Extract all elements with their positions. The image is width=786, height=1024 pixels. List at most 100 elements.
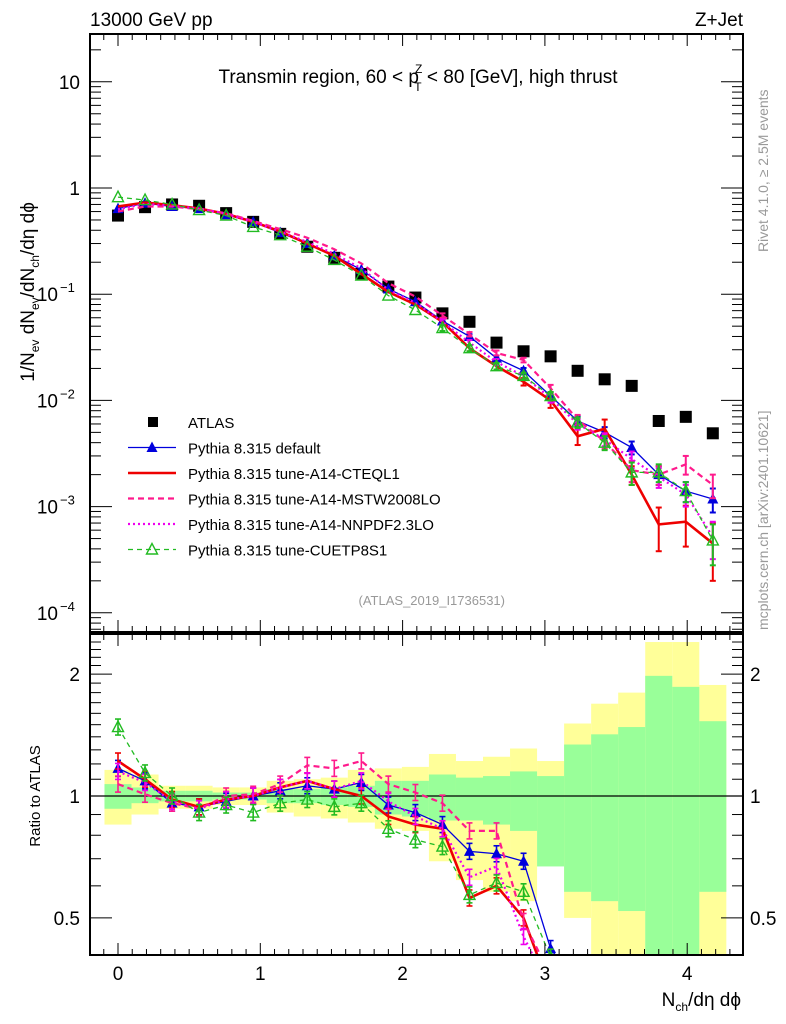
- data-point-atlas: [598, 373, 611, 386]
- data-point-atlas: [463, 315, 476, 328]
- x-axis-title: Nch/dη dϕ: [662, 990, 741, 1014]
- y-tick-exponent: −4: [60, 599, 75, 614]
- band-inner-bin: [510, 771, 538, 831]
- data-point-pythia-8-315-tune-cuetp8s1: [489, 358, 504, 372]
- data-point-pythia-8-315-tune-cuetp8s1: [435, 320, 450, 334]
- ratio-point-pythia-8-315-tune-cuetp8s1: [489, 875, 504, 889]
- ratio-point-pythia-8-315-tune-cuetp8s1: [354, 795, 368, 809]
- legend-item-pythia-8-315-default: Pythia 8.315 default: [128, 441, 321, 458]
- ratio-point-pythia-8-315-tune-cuetp8s1: [408, 832, 423, 845]
- ratio-point-pythia-8-315-tune-cuetp8s1: [138, 765, 152, 779]
- band-inner-bin: [618, 727, 646, 912]
- legend-item-pythia-8-315-tune-a14-mstw2008lo: Pythia 8.315 tune-A14-MSTW2008LO: [128, 492, 441, 509]
- title-right: Z+Jet: [695, 10, 744, 31]
- data-point-pythia-8-315-tune-cuetp8s1: [327, 252, 341, 266]
- data-point-pythia-8-315-tune-cuetp8s1: [516, 368, 531, 382]
- legend-label: Pythia 8.315 tune-A14-MSTW2008LO: [188, 492, 441, 509]
- series-line-pythia-8-315-tune-a14-nnpdf2-3lo: [117, 202, 714, 538]
- ratio-point-pythia-8-315-tune-cuetp8s1: [381, 821, 396, 834]
- legend-label: Pythia 8.315 tune-A14-CTEQL1: [188, 466, 400, 483]
- ratio-point-pythia-8-315-default: [518, 855, 530, 866]
- ratio-point-pythia-8-315-tune-cuetp8s1: [572, 985, 583, 996]
- ratio-point-pythia-8-315-default: [491, 847, 503, 859]
- ratio-point-pythia-8-315-default: [463, 845, 475, 856]
- ratio-point-pythia-8-315-tune-cuetp8s1: [273, 795, 287, 809]
- data-point-pythia-8-315-tune-cuetp8s1: [625, 464, 639, 478]
- legend-label: Pythia 8.315 tune-A14-NNPDF2.3LO: [188, 517, 434, 534]
- plot-annotation: Transmin region, 60 < pZ T < 80 [GeV], hi…: [218, 62, 618, 94]
- x-tick-label: 0: [113, 964, 124, 985]
- ratio-point-pythia-8-315-tune-cuetp8s1: [516, 884, 531, 898]
- ratio-y-tick-label-left: 1: [69, 787, 80, 808]
- data-point-atlas: [490, 336, 503, 349]
- band-inner-bin: [482, 776, 511, 825]
- ratio-y-tick-label-left: 0.5: [54, 909, 80, 930]
- y-tick-label: 10: [37, 498, 58, 519]
- ratio-y-tick-label-left: 2: [69, 665, 80, 686]
- series-line-pythia-8-315-tune-a14-mstw2008lo: [117, 205, 714, 486]
- data-point-pythia-8-315-tune-cuetp8s1: [273, 227, 287, 241]
- ratio-y-tick-label-right: 2: [750, 665, 761, 686]
- band-inner-bin: [564, 744, 592, 892]
- data-point-pythia-8-315-tune-cuetp8s1: [111, 189, 125, 203]
- annotation-sub: T: [414, 80, 422, 94]
- ratio-point-pythia-8-315-tune-cuetp8s1: [300, 792, 314, 805]
- annotation-pre: Transmin region, 60 < p: [218, 67, 418, 88]
- data-point-pythia-8-315-tune-cuetp8s1: [138, 192, 152, 206]
- data-point-pythia-8-315-tune-cuetp8s1: [598, 435, 612, 448]
- data-point-pythia-8-315-tune-cuetp8s1: [706, 532, 720, 546]
- data-point-atlas: [544, 350, 557, 363]
- y-tick-label: 10: [37, 391, 58, 412]
- ratio-y-tick-label-right: 1: [750, 787, 761, 808]
- ratio-point-pythia-8-315-default: [572, 980, 583, 991]
- annotation-post: < 80 [GeV], high thrust: [422, 67, 619, 88]
- legend-label: ATLAS: [188, 415, 234, 432]
- data-point-pythia-8-315-tune-cuetp8s1: [354, 267, 368, 281]
- data-point-atlas: [706, 427, 719, 440]
- y-tick-exponent: −1: [60, 280, 75, 295]
- data-point-atlas: [679, 410, 692, 423]
- ratio-point-pythia-8-315-tune-cuetp8s1: [246, 805, 260, 818]
- rivet-version-label: Rivet 4.1.0, ≥ 2.5M events: [755, 89, 771, 252]
- ratio-point-pythia-8-315-tune-cuetp8s1: [165, 788, 179, 802]
- ratio-point-pythia-8-315-tune-cuetp8s1: [462, 887, 477, 901]
- y-tick-label: 10: [37, 604, 58, 625]
- data-point-atlas: [571, 364, 584, 377]
- legend-item-pythia-8-315-tune-cuetp8s1: Pythia 8.315 tune-CUETP8S1: [128, 541, 387, 560]
- data-point-pythia-8-315-tune-cuetp8s1: [219, 208, 233, 221]
- analysis-label: (ATLAS_2019_I1736531): [359, 593, 505, 608]
- band-inner-bin: [455, 777, 483, 821]
- data-point-pythia-8-315-tune-cuetp8s1: [192, 202, 206, 216]
- data-point-atlas: [652, 414, 665, 427]
- y-axis-title: 1/Nev dNev/dNch/dη dϕ: [18, 202, 42, 382]
- data-point-atlas: [517, 345, 530, 358]
- main-series-layer: [111, 189, 720, 582]
- ratio-y-tick-label-right: 0.5: [750, 909, 776, 930]
- legend-item-atlas: ATLAS: [148, 415, 234, 432]
- ratio-point-pythia-8-315-tune-cuetp8s1: [327, 799, 341, 813]
- legend-marker: [148, 417, 158, 427]
- ratio-y-axis-title: Ratio to ATLAS: [27, 745, 44, 846]
- data-point-pythia-8-315-tune-cuetp8s1: [543, 388, 558, 402]
- band-inner-bin: [591, 734, 619, 902]
- data-point-pythia-8-315-tune-cuetp8s1: [300, 239, 314, 252]
- ratio-point-pythia-8-315-tune-cuetp8s1: [111, 719, 125, 733]
- y-tick-label: 10: [59, 73, 80, 94]
- data-point-pythia-8-315-tune-cuetp8s1: [652, 464, 666, 478]
- y-tick-label: 1: [69, 179, 80, 200]
- mcplots-label: mcplots.cern.ch [arXiv:2401.10621]: [755, 411, 771, 630]
- x-tick-label: 3: [540, 964, 551, 985]
- band-inner-bin: [645, 675, 673, 955]
- axis-ticks: [90, 34, 743, 955]
- legend-marker: [146, 441, 158, 452]
- legend-label: Pythia 8.315 default: [188, 441, 321, 458]
- x-tick-label: 1: [255, 964, 266, 985]
- band-inner-bin: [672, 686, 700, 955]
- series-line-pythia-8-315-tune-cuetp8s1: [117, 196, 714, 541]
- data-point-pythia-8-315-tune-cuetp8s1: [570, 414, 585, 428]
- ratio-series-layer: [111, 718, 583, 996]
- band-inner-bin: [699, 721, 727, 892]
- ratio-point-pythia-8-315-tune-cuetp8s1: [192, 805, 206, 818]
